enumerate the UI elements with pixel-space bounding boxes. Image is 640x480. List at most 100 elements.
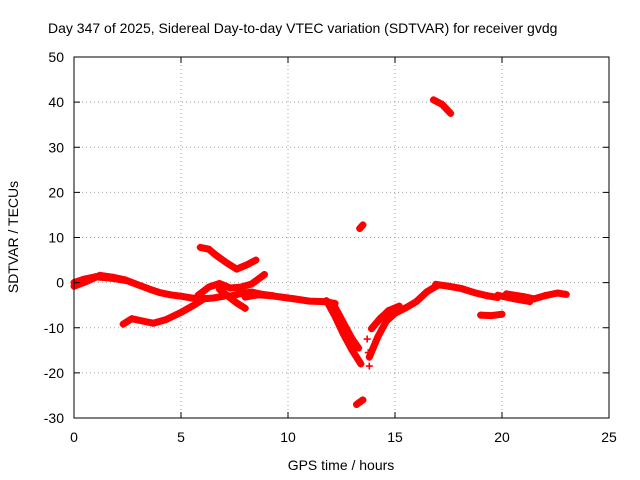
data-point [190, 301, 198, 309]
x-tick-label: 25 [601, 429, 617, 445]
data-point [554, 289, 562, 297]
data-point [290, 295, 298, 303]
data-point [457, 284, 465, 292]
data-point [530, 295, 538, 303]
data-point [162, 316, 170, 324]
data-point [241, 304, 249, 312]
data-point [233, 299, 241, 307]
data-point [226, 284, 234, 292]
data-point [121, 276, 129, 284]
data-point [83, 277, 91, 285]
data-point [211, 251, 219, 259]
data-point [445, 282, 452, 290]
x-tick-label: 10 [280, 429, 296, 445]
data-point [205, 283, 213, 291]
data-point [156, 289, 164, 297]
data-point [365, 353, 373, 361]
data-point [432, 280, 440, 288]
data-point [562, 290, 570, 298]
data-point [323, 297, 331, 305]
y-tick-label: 30 [48, 139, 64, 155]
data-point [177, 308, 185, 316]
data-point [359, 396, 367, 404]
data-point [243, 261, 251, 269]
data-point [237, 283, 245, 291]
x-tick-label: 15 [387, 429, 403, 445]
data-point [363, 335, 371, 343]
data-point [166, 291, 174, 299]
y-axis-label: SDTVAR / TECUs [5, 181, 21, 293]
data-point [216, 280, 224, 288]
series-track-11 [365, 281, 442, 361]
data-point [498, 310, 506, 318]
data-point [216, 285, 224, 293]
data-point [128, 315, 136, 323]
x-tick-label: 20 [494, 429, 510, 445]
data-layer [70, 96, 570, 408]
y-tick-label: -20 [44, 365, 64, 381]
data-point [477, 311, 485, 319]
data-point [205, 245, 213, 253]
data-point [138, 317, 146, 325]
data-point [423, 288, 431, 296]
data-point [438, 100, 446, 108]
data-point [241, 293, 249, 301]
y-tick-label: 40 [48, 94, 64, 110]
data-point [348, 346, 356, 354]
data-point [367, 325, 375, 333]
data-point [188, 294, 196, 302]
x-axis-label: GPS time / hours [288, 457, 395, 473]
y-tick-label: -10 [44, 320, 64, 336]
chart-title: Day 347 of 2025, Sidereal Day-to-day VTE… [48, 20, 557, 36]
data-point [447, 109, 455, 117]
series-track-6 [216, 285, 249, 312]
data-point [357, 360, 365, 368]
data-point [194, 291, 202, 299]
data-point [355, 344, 363, 352]
data-point [374, 333, 382, 341]
series-track-12 [368, 302, 403, 333]
data-point [364, 349, 372, 357]
data-point [196, 243, 204, 251]
data-point [494, 291, 502, 299]
data-point [109, 273, 117, 281]
data-point [502, 290, 510, 298]
data-point [470, 289, 478, 297]
data-point [145, 285, 153, 293]
data-point [149, 319, 157, 327]
data-point [252, 256, 260, 264]
x-tick-label: 0 [70, 429, 78, 445]
data-point [385, 307, 393, 315]
y-tick-label: 10 [48, 230, 64, 246]
data-point [331, 303, 339, 311]
data-point [177, 292, 185, 300]
data-point [402, 304, 410, 312]
data-point [487, 312, 495, 320]
data-point [119, 320, 127, 328]
data-point [519, 293, 527, 301]
data-point [365, 362, 373, 370]
data-point [412, 298, 420, 306]
grid [74, 57, 609, 418]
data-point [541, 292, 549, 300]
data-point [376, 315, 384, 323]
data-point [248, 280, 256, 288]
data-point [260, 271, 268, 279]
data-point [201, 294, 209, 302]
y-tick-label: 20 [48, 184, 64, 200]
data-point [382, 317, 390, 325]
series-track-10 [331, 303, 363, 352]
data-point [395, 302, 403, 310]
data-point [340, 319, 348, 327]
y-tick-label: 0 [56, 275, 64, 291]
x-tick-label: 5 [177, 429, 185, 445]
data-point [359, 221, 367, 229]
data-point [352, 400, 360, 408]
data-point [348, 335, 356, 343]
data-point [226, 292, 234, 300]
data-point [237, 289, 245, 297]
data-point [96, 271, 104, 279]
data-point [209, 294, 217, 302]
y-tick-label: 50 [48, 49, 64, 65]
